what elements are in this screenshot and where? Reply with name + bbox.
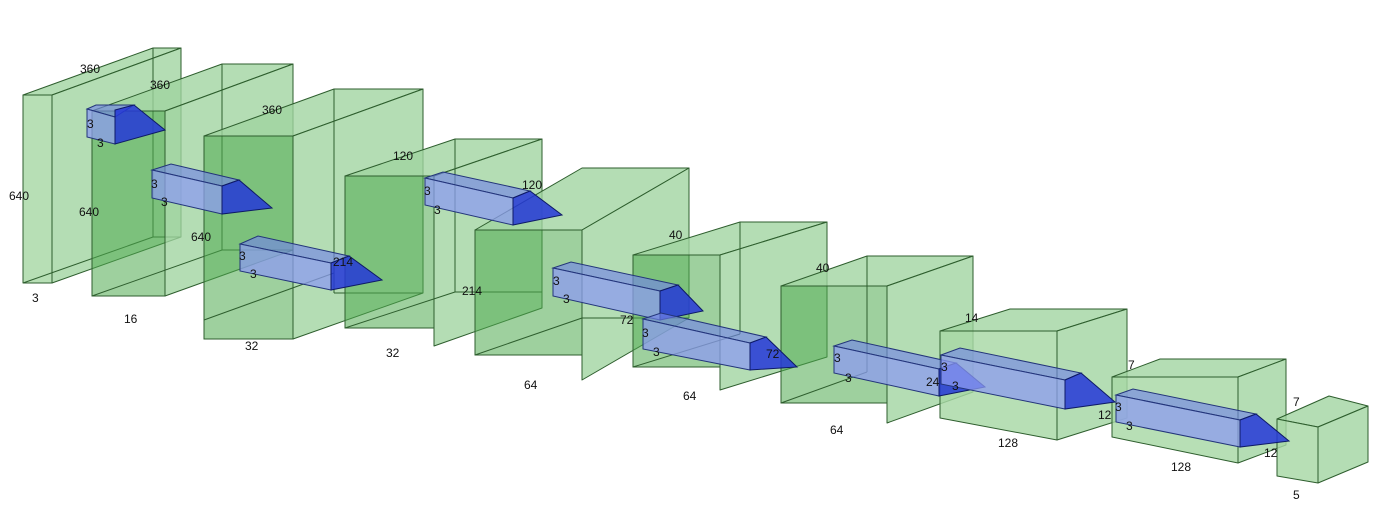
layer-conv1-height-label: 640 <box>79 205 99 219</box>
layer-input-width-label: 360 <box>80 62 100 76</box>
kernel-k1-size-a: 3 <box>87 117 94 131</box>
layer-conv4-depth-label: 64 <box>524 378 538 392</box>
layer-input-height-label: 640 <box>9 189 29 203</box>
kernel-k7-size-b: 3 <box>845 371 852 385</box>
layer-conv3-width-label: 120 <box>393 149 413 163</box>
layer-input-depth-label: 3 <box>32 291 39 305</box>
layer-conv4-height-label: 214 <box>333 255 353 269</box>
layer-conv4-width-label: 120 <box>522 178 542 192</box>
layer-conv1-width-label: 360 <box>150 78 170 92</box>
kernel-k3 <box>238 235 384 291</box>
layer-conv8-depth-label: 128 <box>1171 460 1191 474</box>
layer-conv5-depth-label: 64 <box>683 389 697 403</box>
kernel-k2-size-b: 3 <box>161 195 168 209</box>
layer-conv5-width-label: 40 <box>669 228 683 242</box>
layer-conv6-depth-label: 64 <box>830 423 844 437</box>
kernel-k9-size-b: 3 <box>1126 419 1133 433</box>
kernel-k6-size-b: 3 <box>653 345 660 359</box>
layer-output-depth-label: 5 <box>1293 488 1300 502</box>
kernel-k4 <box>423 171 564 226</box>
layer-output-width-label: 7 <box>1293 395 1300 409</box>
kernel-k2 <box>150 163 274 215</box>
kernel-k5-size-b: 3 <box>563 292 570 306</box>
kernel-k6 <box>641 312 799 371</box>
kernel-k6-size-a: 3 <box>642 326 649 340</box>
kernel-k1 <box>85 104 167 145</box>
kernel-k3-size-b: 3 <box>250 267 257 281</box>
layer-conv8-height-label: 12 <box>1098 408 1112 422</box>
layer-conv3-height-label: 214 <box>462 284 482 298</box>
kernel-k8-size-a: 3 <box>941 360 948 374</box>
layer-conv2-depth-label: 32 <box>245 339 259 353</box>
layer-conv6-width-label: 40 <box>816 261 830 275</box>
layer-conv2-width-label: 360 <box>262 103 282 117</box>
layer-conv7-width-label: 14 <box>965 311 979 325</box>
kernel-k2-size-a: 3 <box>151 177 158 191</box>
layer-output-height-label: 12 <box>1264 446 1278 460</box>
layer-conv7-height-label: 24 <box>926 375 940 389</box>
layer-output <box>1276 395 1369 484</box>
layer-conv2-height-label: 640 <box>191 230 211 244</box>
kernel-k8 <box>939 347 1117 410</box>
kernel-k5 <box>551 261 704 321</box>
layer-conv5-height-label: 72 <box>620 313 634 327</box>
kernel-k7-size-a: 3 <box>834 351 841 365</box>
kernel-k1-size-b: 3 <box>97 136 104 150</box>
layer-conv8-width-label: 7 <box>1128 358 1135 372</box>
kernel-k4-size-a: 3 <box>424 184 431 198</box>
layer-conv3-depth-label: 32 <box>386 346 400 360</box>
kernel-k5-size-a: 3 <box>553 274 560 288</box>
kernel-k8-size-b: 3 <box>952 379 959 393</box>
layer-conv7-depth-label: 128 <box>998 436 1018 450</box>
kernel-k4-size-b: 3 <box>434 203 441 217</box>
kernel-k3-size-a: 3 <box>239 249 246 263</box>
kernel-k9 <box>1114 388 1291 448</box>
kernel-k9-size-a: 3 <box>1115 400 1122 414</box>
layer-conv6-height-label: 72 <box>766 347 780 361</box>
layer-conv1-depth-label: 16 <box>124 312 138 326</box>
